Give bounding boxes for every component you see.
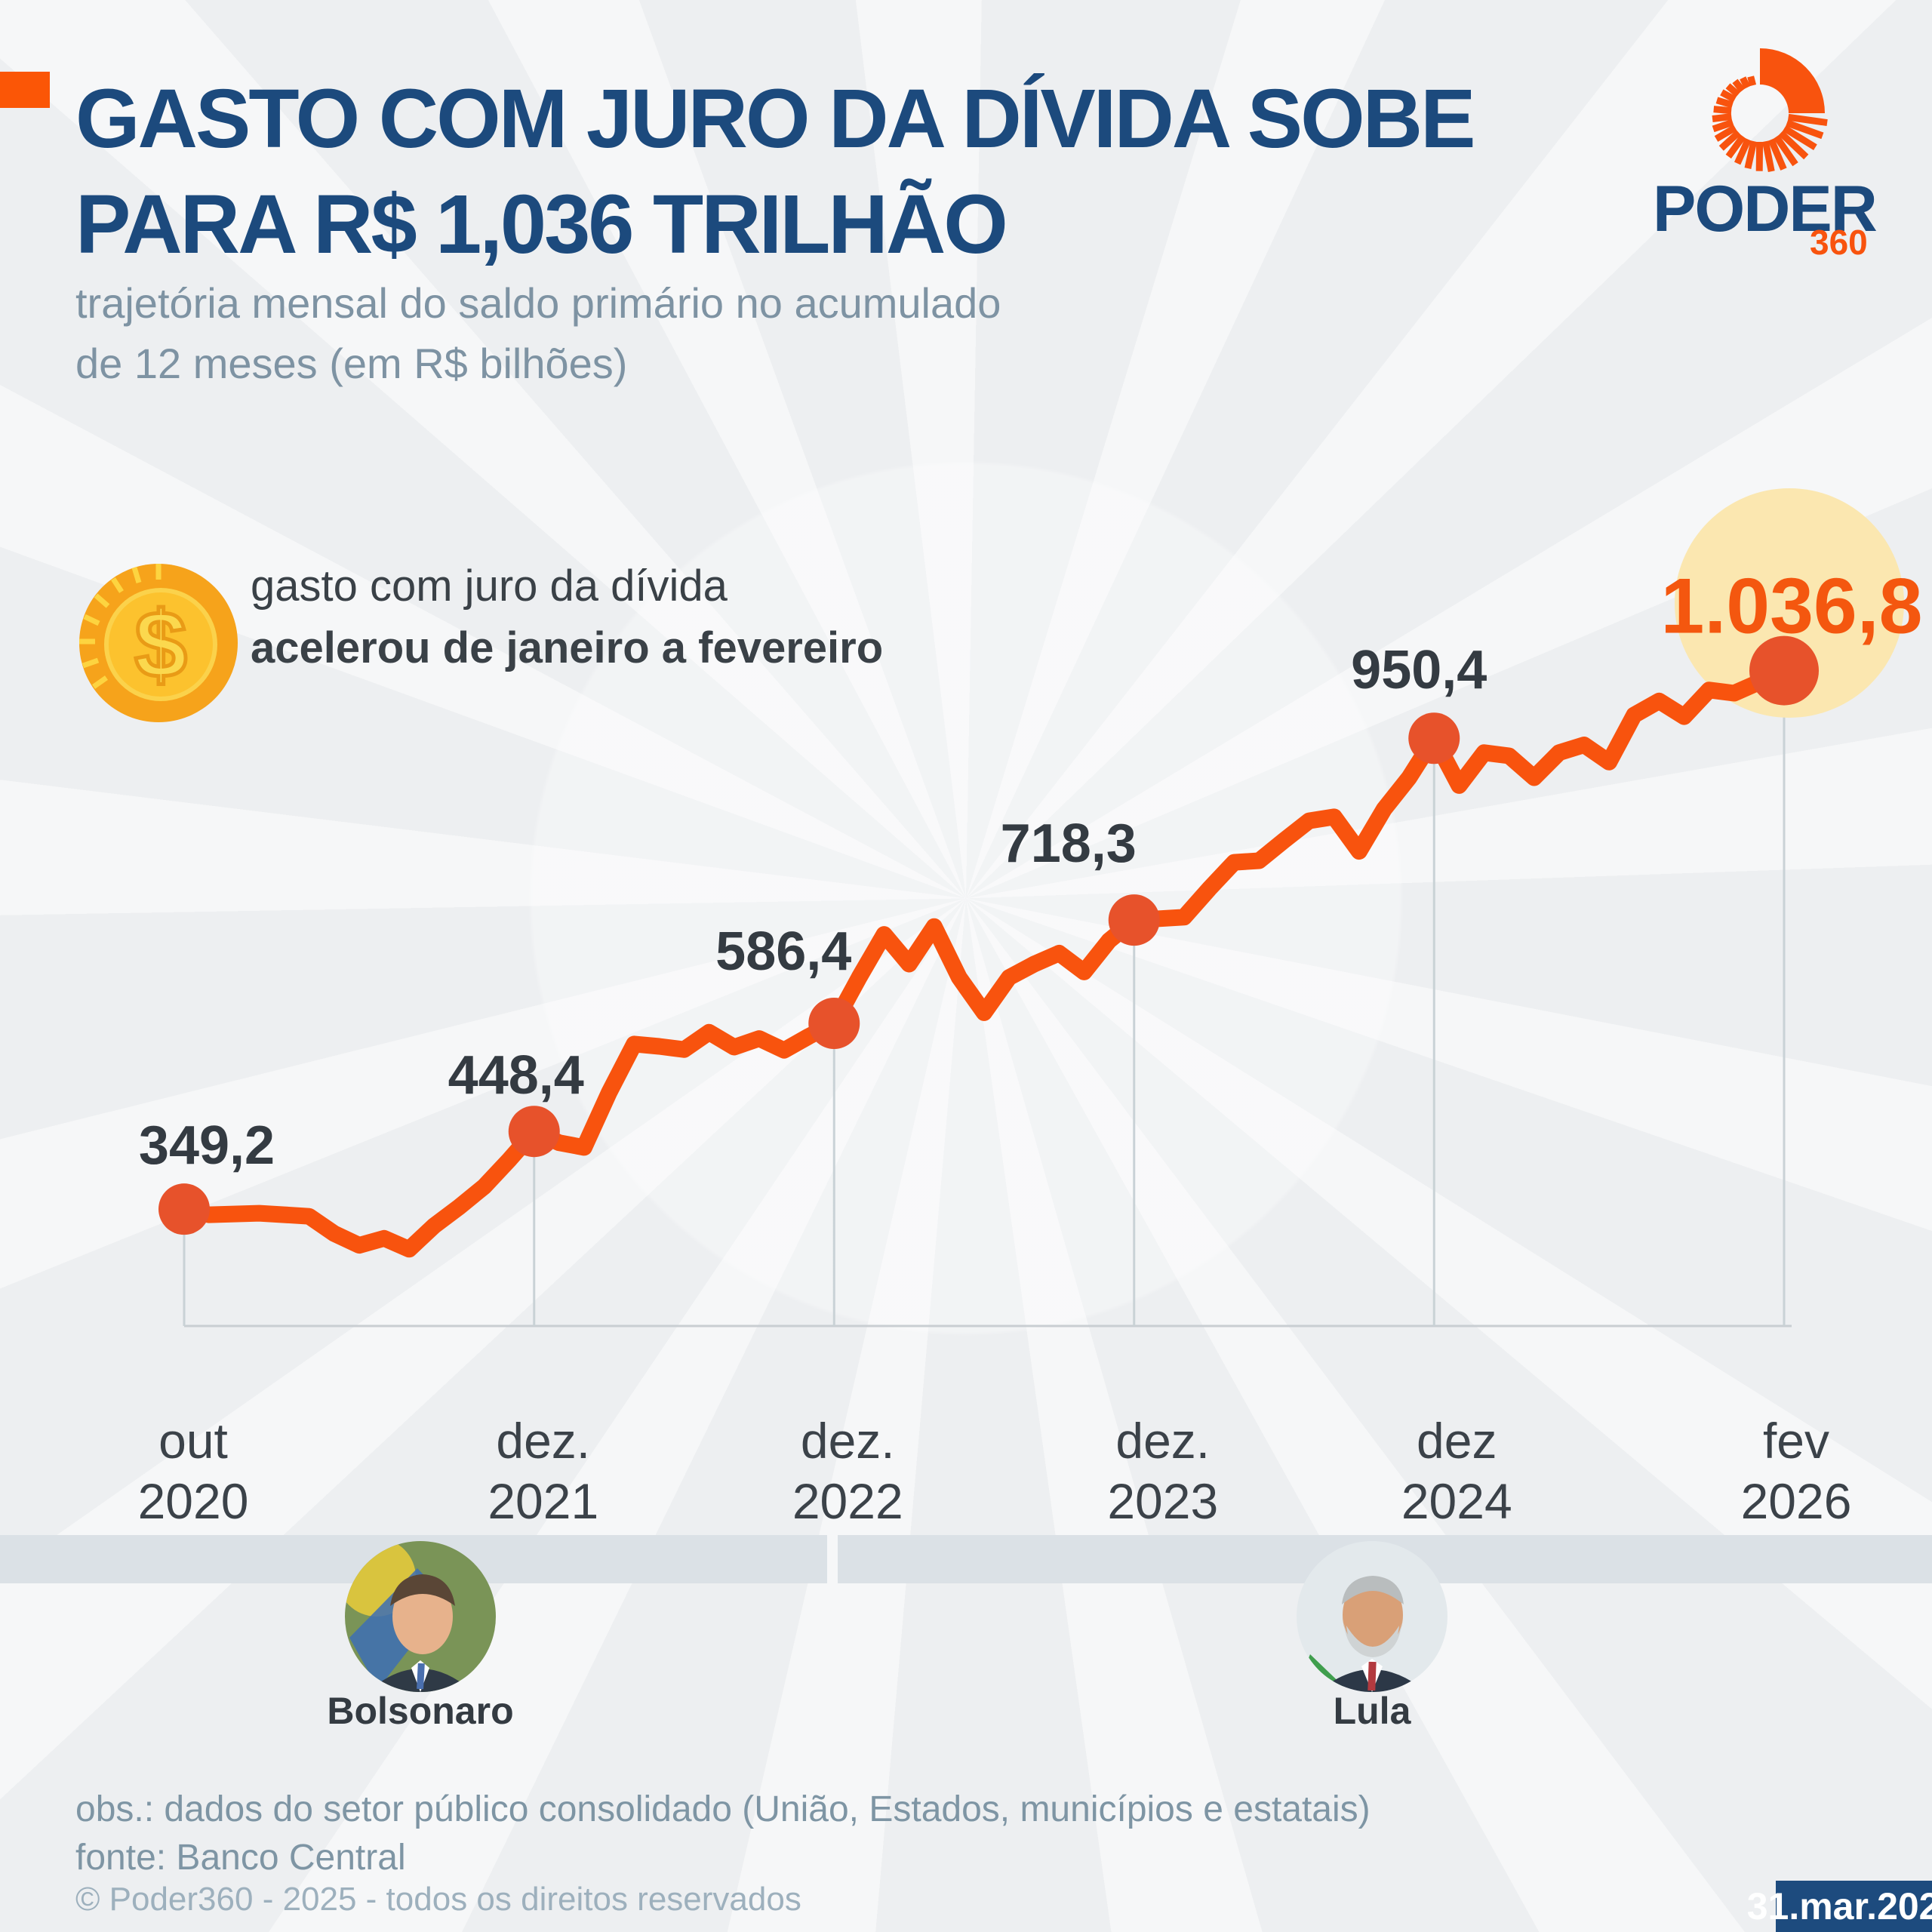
x-axis-label-month: dez. xyxy=(801,1413,895,1469)
subtitle-line-1: trajetória mensal do saldo primário no a… xyxy=(75,279,1001,327)
sunburst-ray xyxy=(1783,125,1817,151)
x-axis-label-year: 2024 xyxy=(1401,1473,1512,1529)
sunburst-ray xyxy=(1773,134,1798,167)
poder360-sunburst-icon xyxy=(1712,48,1828,172)
sunburst-ray xyxy=(1767,138,1787,171)
page-title: GASTO COM JURO DA DÍVIDA SOBE PARA R$ 1,… xyxy=(75,66,1475,278)
sunburst-ray xyxy=(1712,118,1734,133)
lula-photo xyxy=(1297,1541,1447,1692)
annotation-line-1: gasto com juro da dívida xyxy=(251,561,728,611)
data-point-marker xyxy=(1108,894,1160,946)
sunburst-ray xyxy=(1747,75,1757,87)
x-axis-label-year: 2023 xyxy=(1107,1473,1218,1529)
footer-notes: obs.: dados do setor público consolidado… xyxy=(75,1786,1371,1882)
dollar-sign: $ xyxy=(134,592,187,697)
coin-ridges xyxy=(79,564,162,689)
data-point-label: 1.036,8 xyxy=(1661,563,1923,651)
president-name-bolsonaro: Bolsonaro xyxy=(327,1690,514,1732)
date-badge: 31.mar.2026 xyxy=(1747,1881,1932,1932)
x-axis-label-month: dez. xyxy=(1115,1413,1210,1469)
x-axis-label-month: dez. xyxy=(496,1413,590,1469)
sunburst-ray xyxy=(1788,113,1828,126)
data-point-marker xyxy=(1749,635,1819,706)
data-point-label: 586,4 xyxy=(715,921,851,982)
sunburst-ray xyxy=(1786,119,1824,140)
data-point-label: 448,4 xyxy=(448,1045,584,1106)
bolsonaro-photo xyxy=(345,1541,496,1692)
x-axis-label-month: fev xyxy=(1763,1413,1829,1469)
poder360-suffix: 360 xyxy=(1810,223,1868,262)
sunburst-ray xyxy=(1744,140,1758,170)
footer-obs: obs.: dados do setor público consolidado… xyxy=(75,1789,1371,1829)
coin-dollar-icon: $ xyxy=(79,564,238,722)
data-point-marker xyxy=(508,1106,560,1158)
sunburst-ray xyxy=(1761,140,1775,172)
sunburst-wedge xyxy=(1760,48,1825,113)
sunburst-ray xyxy=(1714,125,1737,142)
footer-source: fonte: Banco Central xyxy=(75,1838,406,1878)
x-axis-label-year: 2021 xyxy=(488,1473,598,1529)
x-axis-label-year: 2026 xyxy=(1741,1473,1852,1529)
copyright-line: © Poder360 - 2025 - todos os direitos re… xyxy=(75,1881,801,1918)
data-point-label: 718,3 xyxy=(1001,814,1137,874)
chart-annotation: gasto com juro da dívida acelerou de jan… xyxy=(251,555,883,679)
data-point-label: 950,4 xyxy=(1351,640,1487,700)
subtitle-line-2: de 12 meses (em R$ bilhões) xyxy=(75,340,628,387)
series-line xyxy=(176,662,1792,1258)
accent-bar xyxy=(0,72,50,108)
final-value-highlight xyxy=(1675,488,1904,718)
poder360-wordmark: PODER xyxy=(1653,173,1878,245)
sunburst-ray xyxy=(1715,97,1734,109)
chart-subtitle: trajetória mensal do saldo primário no a… xyxy=(75,273,1001,394)
x-axis-label-month: out xyxy=(158,1413,228,1469)
president-name-lula: Lula xyxy=(1333,1690,1411,1732)
sunburst-ray xyxy=(1725,83,1740,97)
sunburst-ray xyxy=(1725,134,1746,159)
sunburst-ray xyxy=(1732,78,1746,93)
sunburst-ray xyxy=(1734,137,1752,165)
sunburst-ray xyxy=(1713,106,1732,115)
sunburst-ray xyxy=(1720,89,1737,103)
x-axis-label-year: 2022 xyxy=(792,1473,903,1529)
data-point-marker xyxy=(808,997,860,1049)
title-line-1: GASTO COM JURO DA DÍVIDA SOBE xyxy=(75,72,1475,165)
sunburst-ray xyxy=(1740,76,1751,89)
sunburst-ray xyxy=(1712,113,1732,122)
sunburst-ray xyxy=(1718,130,1741,151)
data-point-marker xyxy=(1408,712,1460,764)
annotation-line-2: acelerou de janeiro a fevereiro xyxy=(251,623,884,672)
title-line-2: PARA R$ 1,036 TRILHÃO xyxy=(75,178,1008,271)
data-point-label: 349,2 xyxy=(139,1115,275,1176)
x-axis-label-month: dez xyxy=(1417,1413,1497,1469)
sunburst-ray xyxy=(1778,130,1809,160)
data-point-marker xyxy=(158,1183,210,1235)
x-axis-label-year: 2020 xyxy=(138,1473,249,1529)
